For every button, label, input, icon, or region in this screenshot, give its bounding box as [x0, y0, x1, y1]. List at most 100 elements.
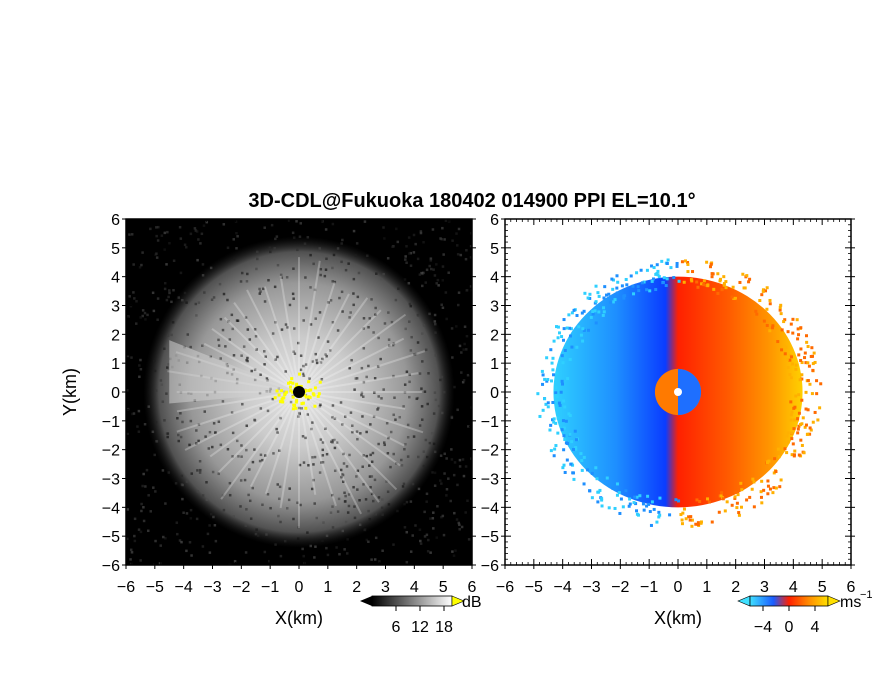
near-field-return: [298, 372, 302, 376]
noise-pixel: [266, 493, 270, 496]
noise-pixel: [265, 377, 269, 380]
velocity-edge-pixel: [656, 269, 660, 273]
noise-pixel: [392, 413, 395, 417]
velocity-edge-pixel: [810, 392, 814, 396]
noise-pixel: [441, 226, 444, 230]
velocity-edge-pixel: [565, 458, 569, 462]
noise-pixel: [354, 254, 358, 257]
noise-pixel: [433, 450, 437, 454]
x-tick-label: 2: [731, 579, 740, 596]
velocity-edge-pixel: [642, 508, 646, 512]
noise-pixel: [385, 421, 389, 425]
noise-pixel: [297, 341, 300, 345]
noise-pixel: [224, 345, 227, 348]
near-field-return: [295, 398, 299, 402]
velocity-edge-pixel: [650, 279, 654, 283]
noise-pixel: [183, 243, 187, 247]
noise-pixel: [441, 279, 445, 282]
noise-pixel: [278, 485, 282, 489]
noise-pixel: [429, 551, 432, 554]
velocity-edge-pixel: [794, 367, 798, 371]
noise-pixel: [414, 524, 417, 527]
velocity-edge-pixel: [804, 390, 808, 394]
velocity-edge-pixel: [718, 277, 722, 281]
noise-pixel: [392, 543, 395, 546]
near-field-return: [277, 393, 281, 397]
near-field-return: [280, 397, 284, 401]
near-field-return: [302, 393, 306, 397]
noise-pixel: [394, 298, 398, 302]
noise-pixel: [214, 431, 217, 434]
noise-pixel: [153, 453, 156, 457]
velocity-edge-pixel: [568, 432, 572, 436]
noise-pixel: [133, 297, 136, 300]
near-field-return: [288, 380, 292, 384]
velocity-edge-pixel: [776, 447, 780, 451]
noise-pixel: [450, 448, 453, 451]
noise-pixel: [270, 223, 274, 227]
velocity-edge-pixel: [748, 495, 752, 499]
reflectivity-panel: −6 −5 −4 −3 −2 −1 0 1 2 3 4 5 6 6 5 4 3 2 1 0 −1 −2 −3 −4 −5 −6 X…: [60, 212, 477, 628]
noise-pixel: [352, 303, 355, 307]
velocity-edge-pixel: [559, 390, 563, 394]
velocity-edge-pixel: [635, 271, 639, 275]
noise-pixel: [280, 328, 284, 331]
noise-pixel: [178, 539, 182, 542]
noise-pixel: [444, 291, 448, 294]
velocity-edge-pixel: [656, 273, 660, 277]
noise-pixel: [408, 302, 412, 306]
velocity-edge-pixel: [686, 261, 690, 265]
noise-pixel: [421, 360, 424, 363]
noise-pixel: [130, 356, 133, 359]
velocity-edge-pixel: [798, 378, 802, 382]
noise-pixel: [129, 548, 133, 552]
velocity-edge-pixel: [722, 283, 726, 287]
noise-pixel: [380, 277, 383, 281]
noise-pixel: [417, 314, 420, 317]
velocity-edge-pixel: [546, 401, 550, 405]
noise-pixel: [441, 306, 445, 310]
noise-pixel: [358, 523, 362, 527]
noise-pixel: [280, 276, 284, 279]
noise-pixel: [443, 472, 446, 475]
noise-pixel: [321, 357, 324, 361]
velocity-edge-pixel: [806, 408, 810, 412]
noise-pixel: [302, 319, 305, 322]
velocity-edge-pixel: [633, 495, 637, 499]
noise-pixel: [458, 523, 461, 527]
noise-pixel: [339, 401, 343, 404]
near-field-return: [291, 407, 295, 411]
noise-pixel: [232, 238, 236, 241]
noise-pixel: [350, 358, 353, 362]
velocity-edge-pixel: [579, 452, 583, 456]
velocity-edge-pixel: [568, 326, 572, 330]
velocity-edge-pixel: [766, 461, 770, 465]
noise-pixel: [409, 500, 413, 503]
y-tick-label: −1: [102, 414, 120, 431]
velocity-edge-pixel: [655, 263, 659, 267]
noise-pixel: [221, 400, 225, 403]
noise-pixel: [383, 443, 386, 447]
noise-pixel: [458, 344, 462, 348]
noise-pixel: [126, 432, 130, 435]
noise-pixel: [326, 340, 330, 343]
noise-pixel: [293, 352, 297, 355]
velocity-edge-pixel: [730, 295, 734, 299]
velocity-edge-pixel: [596, 500, 600, 504]
velocity-edge-pixel: [680, 518, 684, 522]
noise-pixel: [189, 232, 193, 236]
noise-pixel: [275, 235, 279, 238]
noise-pixel: [201, 494, 205, 497]
velocity-edge-pixel: [736, 493, 740, 497]
noise-pixel: [132, 263, 135, 266]
velocity-edge-pixel: [803, 356, 807, 360]
velocity-edge-pixel: [600, 498, 604, 502]
velocity-edge-pixel: [696, 521, 700, 525]
noise-pixel: [296, 248, 299, 252]
noise-pixel: [236, 319, 240, 323]
noise-pixel: [386, 451, 390, 455]
noise-pixel: [465, 249, 468, 252]
noise-pixel: [387, 436, 390, 440]
velocity-edge-pixel: [554, 391, 558, 395]
velocity-edge-pixel: [722, 275, 726, 279]
